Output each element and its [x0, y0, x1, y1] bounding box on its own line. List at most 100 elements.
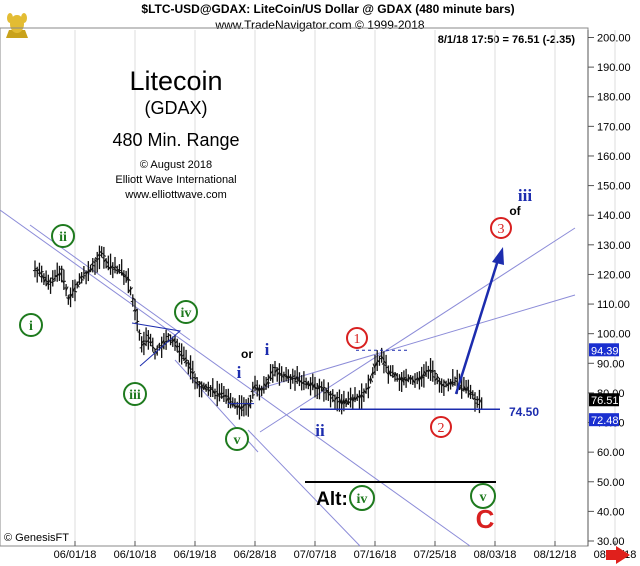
bar-open	[465, 388, 469, 392]
chart-header-subtitle: www.TradeNavigator.com © 1999-2018	[214, 18, 424, 32]
bar-open	[228, 401, 231, 404]
channel-line	[259, 227, 576, 433]
bar-open	[452, 381, 456, 384]
y-tick-label: 130.00	[597, 240, 631, 252]
bar-open	[146, 334, 149, 337]
bar-open	[423, 370, 427, 376]
bar-open	[352, 396, 356, 402]
y-tick-label: 60.00	[597, 447, 625, 459]
bar-open	[61, 279, 65, 284]
wave-label: iii	[518, 186, 532, 205]
bar-open	[157, 344, 160, 346]
annotation-publisher: Elliott Wave International	[115, 174, 236, 186]
bar-open	[461, 389, 465, 392]
bar-open	[472, 397, 476, 400]
bar-open	[123, 275, 127, 278]
bar-open	[406, 379, 409, 382]
bar-open	[416, 377, 420, 383]
bar-open	[330, 396, 334, 399]
bar-close	[192, 371, 196, 375]
triangle-pattern	[131, 322, 182, 367]
bar-open	[163, 340, 167, 343]
bar-open	[45, 281, 49, 286]
x-tick-label: 06/28/18	[234, 549, 277, 561]
bar-open	[443, 380, 447, 385]
bar-open	[319, 385, 322, 388]
bar-open	[410, 377, 413, 379]
bar-open	[470, 393, 473, 396]
bar-open	[132, 309, 136, 312]
bar-open	[81, 275, 85, 279]
y-tick-label: 30.00	[597, 536, 625, 548]
trade-navigator-logo-icon	[6, 13, 28, 38]
bar-close	[103, 254, 107, 257]
bar-close	[252, 394, 255, 396]
bar-open	[372, 363, 376, 369]
bar-open	[179, 352, 183, 357]
bar-open	[343, 401, 347, 405]
wave-label: of	[509, 204, 521, 218]
bar-open	[121, 272, 125, 278]
bar-open	[348, 397, 351, 400]
forecast-arrow	[454, 247, 504, 395]
y-tick-label: 110.00	[597, 299, 630, 311]
wave-label: ii	[59, 230, 67, 245]
price-tags: 94.39 76.51 72.48	[589, 343, 619, 427]
wave-label-circle	[19, 313, 43, 337]
bar-open	[79, 275, 83, 280]
annotation-website: www.elliottwave.com	[124, 189, 226, 201]
bar-open	[86, 271, 89, 274]
bar-close	[167, 333, 171, 337]
bar-open	[256, 387, 260, 393]
annotation-range: 480 Min. Range	[112, 130, 239, 150]
bar-close	[65, 286, 69, 291]
y-tick-label: 120.00	[597, 269, 631, 281]
bar-open	[450, 381, 454, 385]
wave-label-circle	[225, 427, 249, 451]
scroll-right-icon[interactable]	[606, 546, 630, 564]
bar-open	[252, 384, 256, 390]
bar-open	[354, 396, 358, 401]
bar-open	[254, 386, 258, 391]
bar-open	[114, 269, 118, 272]
bar-open	[110, 264, 114, 269]
y-tick-label: 50.00	[597, 477, 625, 489]
bar-open	[388, 370, 392, 376]
bar-open	[454, 380, 458, 383]
bar-open	[428, 369, 431, 371]
wave-label: iv	[357, 492, 368, 507]
bar-open	[359, 394, 363, 399]
bar-open	[88, 269, 91, 271]
wave-label-circle	[123, 382, 147, 406]
bar-open	[194, 381, 198, 384]
bar-open	[419, 375, 423, 380]
bar-open	[148, 341, 151, 344]
bar-open	[174, 344, 178, 349]
plot-area	[0, 27, 589, 547]
bar-open	[332, 399, 336, 403]
bar-open	[232, 403, 236, 407]
bar-open	[83, 271, 87, 275]
price-tag-low: 72.48	[591, 415, 619, 427]
bar-open	[41, 274, 45, 280]
y-tick-label: 140.00	[597, 210, 631, 222]
bar-open	[239, 407, 242, 410]
bar-open	[152, 351, 156, 355]
bar-open	[32, 269, 36, 272]
wave-label: i	[265, 340, 270, 359]
bar-open	[401, 376, 405, 381]
bar-open	[50, 277, 53, 279]
wave-label-circle	[174, 300, 198, 324]
bar-open	[308, 381, 312, 387]
bar-open	[77, 280, 80, 284]
bar-open	[279, 372, 282, 376]
bar-open	[234, 405, 238, 408]
y-tick-label: 190.00	[597, 62, 631, 74]
bar-open	[381, 362, 385, 365]
chart-header-title: $LTC-USD@GDAX: LiteCoin/US Dollar @ GDAX…	[141, 2, 514, 16]
price-tag-wave1-high-box	[589, 343, 619, 357]
bar-open	[277, 371, 280, 376]
x-tick-label: 08/12/18	[534, 549, 577, 561]
annotation-exchange: (GDAX)	[145, 98, 208, 118]
bar-open	[225, 396, 229, 402]
